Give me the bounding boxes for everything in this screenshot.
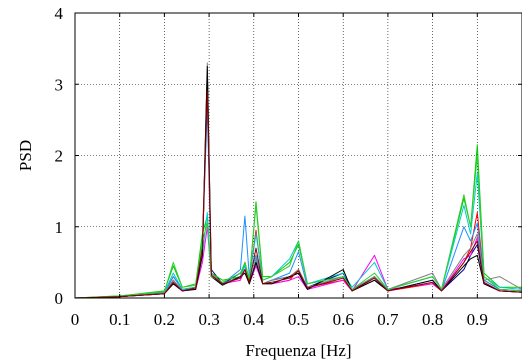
- x-tick-label: 0.1: [109, 310, 130, 329]
- y-axis-label: PSD: [16, 140, 35, 171]
- y-tick-labels: 0 1 2 3 4: [55, 4, 64, 308]
- y-tick-label: 0: [55, 289, 64, 308]
- x-tick-label: 0.2: [154, 310, 175, 329]
- series-group: [74, 62, 522, 299]
- series-line-8: [74, 65, 522, 299]
- series-line-10: [74, 90, 522, 299]
- x-tick-label: 0.3: [198, 310, 219, 329]
- y-tick-label: 4: [55, 4, 64, 23]
- x-tick-label: 0.4: [243, 310, 265, 329]
- y-tick-label: 1: [55, 218, 64, 237]
- x-axis-label: Frequenza [Hz]: [245, 341, 351, 360]
- tick-marks: [74, 12, 522, 299]
- x-tick-label: 0.6: [333, 310, 354, 329]
- x-tick-label: 0.5: [288, 310, 309, 329]
- x-tick-label: 0: [71, 310, 80, 329]
- x-tick-label: 0.9: [467, 310, 488, 329]
- x-tick-label: 0.7: [377, 310, 399, 329]
- x-tick-labels: 0 0.1 0.2 0.3 0.4 0.5 0.6 0.7 0.8 0.9: [71, 310, 488, 329]
- x-tick-label: 0.8: [422, 310, 443, 329]
- y-tick-label: 2: [55, 147, 64, 166]
- y-tick-label: 3: [55, 75, 64, 94]
